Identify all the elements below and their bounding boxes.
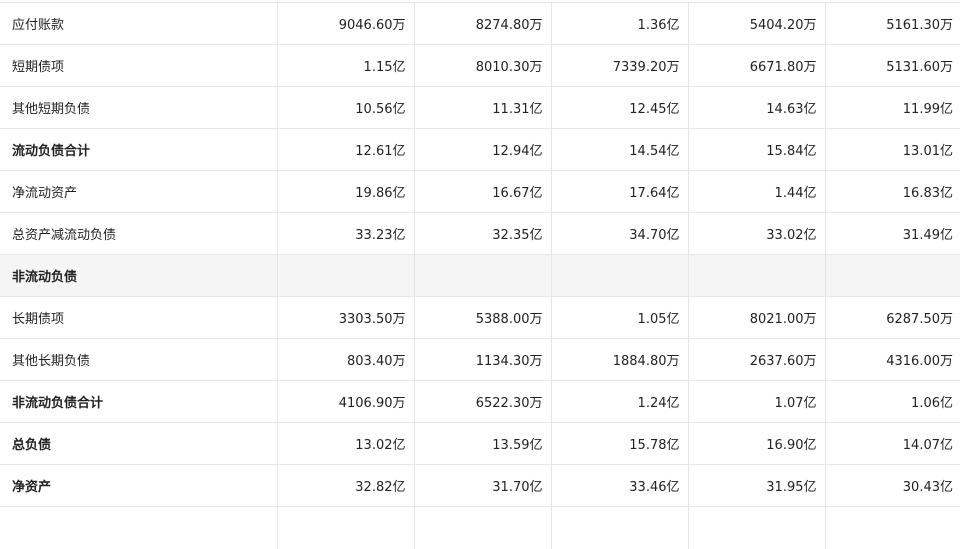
value-cell-period-3: 14.54亿 bbox=[551, 128, 689, 171]
value-cell-period-3: 34.70亿 bbox=[551, 212, 689, 255]
value-cell-period-2: 12.94亿 bbox=[414, 128, 552, 171]
value-cell-period-3: 17.64亿 bbox=[551, 170, 689, 213]
value-cell-period-3: 1.36亿 bbox=[551, 2, 689, 45]
value-cell-period-5: 14.07亿 bbox=[825, 422, 960, 465]
value-cell-period-4: 31.95亿 bbox=[688, 464, 826, 507]
value-cell-period-2: 16.67亿 bbox=[414, 170, 552, 213]
value-cell-period-1: 12.61亿 bbox=[277, 128, 415, 171]
value-cell-period-1: 13.02亿 bbox=[277, 422, 415, 465]
value-cell-period-3: 1.05亿 bbox=[551, 296, 689, 339]
value-cell-period-5: 5161.30万 bbox=[825, 2, 960, 45]
row-label: 应付账款 bbox=[0, 2, 278, 45]
value-cell-period-4: 1.44亿 bbox=[688, 170, 826, 213]
table-row: 其他短期负债 10.56亿 11.31亿 12.45亿 14.63亿 11.99亿 bbox=[0, 86, 960, 129]
value-cell-period-5 bbox=[825, 506, 960, 549]
value-cell-period-5: 30.43亿 bbox=[825, 464, 960, 507]
table-row: 净流动资产 19.86亿 16.67亿 17.64亿 1.44亿 16.83亿 bbox=[0, 170, 960, 213]
value-cell-period-3: 15.78亿 bbox=[551, 422, 689, 465]
value-cell-period-2: 8010.30万 bbox=[414, 44, 552, 87]
value-cell-period-3 bbox=[551, 254, 689, 297]
value-cell-period-4: 1.07亿 bbox=[688, 380, 826, 423]
value-cell-period-2: 13.59亿 bbox=[414, 422, 552, 465]
value-cell-period-3: 1884.80万 bbox=[551, 338, 689, 381]
table-row: 长期债项 3303.50万 5388.00万 1.05亿 8021.00万 6287.50… bbox=[0, 296, 960, 339]
table-row: 总资产减流动负债 33.23亿 32.35亿 34.70亿 33.02亿 31.49亿 bbox=[0, 212, 960, 255]
value-cell-period-2: 6522.30万 bbox=[414, 380, 552, 423]
value-cell-period-3: 7339.20万 bbox=[551, 44, 689, 87]
value-cell-period-4: 2637.60万 bbox=[688, 338, 826, 381]
value-cell-period-4 bbox=[688, 254, 826, 297]
value-cell-period-4: 33.02亿 bbox=[688, 212, 826, 255]
value-cell-period-3: 1.24亿 bbox=[551, 380, 689, 423]
value-cell-period-5: 31.49亿 bbox=[825, 212, 960, 255]
row-label bbox=[0, 506, 278, 549]
row-label: 净流动资产 bbox=[0, 170, 278, 213]
row-label: 流动负债合计 bbox=[0, 128, 278, 171]
value-cell-period-1: 1.15亿 bbox=[277, 44, 415, 87]
value-cell-period-5: 4316.00万 bbox=[825, 338, 960, 381]
value-cell-period-2: 5388.00万 bbox=[414, 296, 552, 339]
value-cell-period-4: 15.84亿 bbox=[688, 128, 826, 171]
value-cell-period-3 bbox=[551, 506, 689, 549]
table-row: 应付账款 9046.60万 8274.80万 1.36亿 5404.20万 5161.30… bbox=[0, 2, 960, 45]
row-label: 总负债 bbox=[0, 422, 278, 465]
value-cell-period-1: 33.23亿 bbox=[277, 212, 415, 255]
value-cell-period-1: 10.56亿 bbox=[277, 86, 415, 129]
value-cell-period-2 bbox=[414, 506, 552, 549]
row-label: 其他长期负债 bbox=[0, 338, 278, 381]
table-row: 短期债项 1.15亿 8010.30万 7339.20万 6671.80万 5131.60… bbox=[0, 44, 960, 87]
value-cell-period-1: 3303.50万 bbox=[277, 296, 415, 339]
value-cell-period-2: 11.31亿 bbox=[414, 86, 552, 129]
row-label: 非流动负债 bbox=[0, 254, 278, 297]
value-cell-period-2: 1134.30万 bbox=[414, 338, 552, 381]
value-cell-period-1: 4106.90万 bbox=[277, 380, 415, 423]
table-row: 非流动负债合计 4106.90万 6522.30万 1.24亿 1.07亿 1.06亿 bbox=[0, 380, 960, 423]
value-cell-period-2: 31.70亿 bbox=[414, 464, 552, 507]
value-cell-period-4: 5404.20万 bbox=[688, 2, 826, 45]
value-cell-period-4: 6671.80万 bbox=[688, 44, 826, 87]
value-cell-period-5: 13.01亿 bbox=[825, 128, 960, 171]
table-row: 其他长期负债 803.40万 1134.30万 1884.80万 2637.60万 431… bbox=[0, 338, 960, 381]
row-label: 非流动负债合计 bbox=[0, 380, 278, 423]
value-cell-period-5: 1.06亿 bbox=[825, 380, 960, 423]
value-cell-period-5: 16.83亿 bbox=[825, 170, 960, 213]
row-label: 长期债项 bbox=[0, 296, 278, 339]
value-cell-period-3: 12.45亿 bbox=[551, 86, 689, 129]
table-row: 总负债 13.02亿 13.59亿 15.78亿 16.90亿 14.07亿 bbox=[0, 422, 960, 465]
section-header-row: 非流动负债 bbox=[0, 254, 960, 297]
value-cell-period-1 bbox=[277, 506, 415, 549]
row-label: 净资产 bbox=[0, 464, 278, 507]
value-cell-period-1: 9046.60万 bbox=[277, 2, 415, 45]
value-cell-period-1 bbox=[277, 254, 415, 297]
row-label: 短期债项 bbox=[0, 44, 278, 87]
value-cell-period-5: 6287.50万 bbox=[825, 296, 960, 339]
value-cell-period-4: 8021.00万 bbox=[688, 296, 826, 339]
value-cell-period-1: 803.40万 bbox=[277, 338, 415, 381]
value-cell-period-3: 33.46亿 bbox=[551, 464, 689, 507]
value-cell-period-1: 19.86亿 bbox=[277, 170, 415, 213]
value-cell-period-2: 8274.80万 bbox=[414, 2, 552, 45]
value-cell-period-5 bbox=[825, 254, 960, 297]
table-row bbox=[0, 506, 960, 549]
table-row: 流动负债合计 12.61亿 12.94亿 14.54亿 15.84亿 13.01亿 bbox=[0, 128, 960, 171]
value-cell-period-4 bbox=[688, 506, 826, 549]
table-row: 净资产 32.82亿 31.70亿 33.46亿 31.95亿 30.43亿 bbox=[0, 464, 960, 507]
value-cell-period-2 bbox=[414, 254, 552, 297]
value-cell-period-4: 14.63亿 bbox=[688, 86, 826, 129]
row-label: 其他短期负债 bbox=[0, 86, 278, 129]
value-cell-period-1: 32.82亿 bbox=[277, 464, 415, 507]
row-label: 总资产减流动负债 bbox=[0, 212, 278, 255]
value-cell-period-2: 32.35亿 bbox=[414, 212, 552, 255]
value-cell-period-5: 11.99亿 bbox=[825, 86, 960, 129]
value-cell-period-4: 16.90亿 bbox=[688, 422, 826, 465]
value-cell-period-5: 5131.60万 bbox=[825, 44, 960, 87]
